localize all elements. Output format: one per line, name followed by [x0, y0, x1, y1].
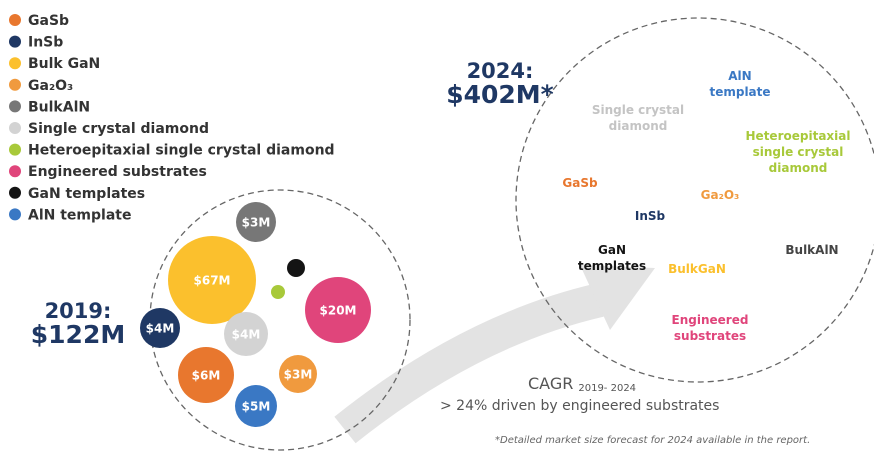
legend-dot — [9, 165, 21, 178]
bubble — [287, 259, 305, 277]
legend-label: InSb — [28, 35, 63, 51]
cagr-label: CAGR 2019- 2024 — [528, 374, 636, 395]
legend-dot — [9, 122, 21, 134]
segment-label: AlN template — [709, 69, 770, 99]
segment-label: InSb — [635, 209, 666, 223]
bubble — [305, 277, 371, 343]
legend-dot — [9, 208, 21, 221]
arrow-head — [580, 265, 655, 330]
segment-label-line: diamond — [769, 161, 828, 175]
segment-label-line: Heteroepitaxial — [746, 129, 851, 143]
segment-label: Ga₂O₃ — [701, 188, 740, 202]
legend-label: GaSb — [28, 13, 69, 29]
bubble-label: $20M — [320, 304, 357, 318]
legend-label: Single crystal diamond — [28, 121, 209, 137]
cagr-period: 2019- 2024 — [578, 383, 636, 394]
bubble — [178, 347, 234, 403]
segment-label-line: GaN — [598, 243, 626, 257]
segment-label-line: template — [709, 85, 770, 99]
legend-label: Heteroepitaxial single crystal diamond — [28, 143, 335, 159]
footnote: *Detailed market size forecast for 2024 … — [495, 435, 810, 446]
bubble-label: $4M — [146, 322, 175, 336]
legend-label: Engineered substrates — [28, 164, 207, 180]
segment-label-line: InSb — [635, 209, 666, 223]
bubble-label: $6M — [192, 369, 221, 383]
segment-label-line: BulkGaN — [668, 262, 726, 276]
bubble — [279, 355, 317, 393]
segment-label-line: BulkAlN — [785, 243, 838, 257]
bubble — [235, 385, 277, 427]
bubble-label: $5M — [242, 400, 271, 414]
circle-2019 — [149, 189, 411, 451]
legend-label: BulkAlN — [28, 99, 90, 115]
year-2019: 2019: — [45, 299, 112, 323]
bubble — [140, 308, 180, 348]
segment-label-line: single crystal — [753, 145, 844, 159]
legend-dot — [9, 57, 21, 70]
segment-label-line: templates — [578, 259, 646, 273]
segment-label: GaSb — [562, 176, 598, 190]
bubble-label: $67M — [194, 274, 231, 288]
segment-label-line: AlN — [728, 69, 751, 83]
legend-label: Bulk GaN — [28, 56, 100, 72]
legend-dot — [9, 186, 21, 199]
segment-label-line: substrates — [674, 329, 746, 343]
legend-dot — [9, 14, 21, 26]
total-2024: $402M* — [446, 80, 554, 109]
segment-label: Heteroepitaxial single crystal diamond — [746, 129, 851, 175]
segment-label: Engineered substrates — [672, 313, 749, 343]
bubble — [271, 285, 285, 299]
legend-label: Ga₂O₃ — [28, 78, 73, 94]
bubble — [224, 312, 268, 356]
legend-dot — [9, 78, 21, 91]
bubble — [236, 202, 276, 242]
segment-label: GaN templates — [578, 243, 646, 273]
segment-label-line: GaSb — [562, 176, 598, 190]
bubble — [168, 236, 256, 324]
year-2024: 2024: — [467, 59, 534, 83]
legend-label: AlN template — [28, 207, 131, 223]
bubble-label: $4M — [232, 328, 261, 342]
segment-label-line: Ga₂O₃ — [701, 188, 740, 202]
segment-label: Single crystal diamond — [592, 103, 684, 133]
legend-dot — [9, 143, 21, 156]
legend-dot — [9, 35, 21, 48]
cagr-word: CAGR — [528, 374, 573, 393]
total-2019: $122M — [31, 320, 125, 349]
segment-label: BulkGaN — [668, 262, 726, 276]
segment-label-line: Engineered — [672, 313, 749, 327]
segment-label-line: diamond — [609, 119, 668, 133]
circle-2024 — [515, 17, 874, 383]
cagr-text: > 24% driven by engineered substrates — [440, 398, 719, 414]
legend-label: GaN templates — [28, 186, 145, 202]
legend-dot — [9, 100, 21, 113]
bubble-label: $3M — [284, 368, 313, 382]
segment-label: BulkAlN — [785, 243, 838, 257]
segment-label-line: Single crystal — [592, 103, 684, 117]
bubble-label: $3M — [242, 216, 271, 230]
